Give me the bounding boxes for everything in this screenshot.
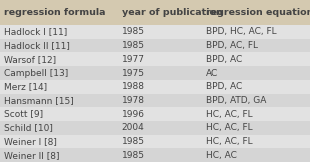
Text: HC, AC, FL: HC, AC, FL <box>206 110 252 119</box>
Bar <box>0 107 310 121</box>
Bar <box>0 121 310 135</box>
Text: Hadlock II [11]: Hadlock II [11] <box>4 41 70 50</box>
Text: BPD, ATD, GA: BPD, ATD, GA <box>206 96 266 105</box>
Text: Schild [10]: Schild [10] <box>4 123 53 132</box>
Text: regression equation: regression equation <box>206 8 310 17</box>
Text: HC, AC, FL: HC, AC, FL <box>206 137 252 146</box>
Text: BPD, AC: BPD, AC <box>206 55 242 64</box>
Text: 1975: 1975 <box>122 69 145 78</box>
Text: 1985: 1985 <box>122 137 145 146</box>
Bar <box>0 80 310 94</box>
Text: BPD, AC, FL: BPD, AC, FL <box>206 41 258 50</box>
Bar <box>0 52 310 66</box>
Text: 1978: 1978 <box>122 96 145 105</box>
Text: 1996: 1996 <box>122 110 145 119</box>
Text: 2004: 2004 <box>122 123 144 132</box>
Bar <box>0 148 310 162</box>
Text: BPD, HC, AC, FL: BPD, HC, AC, FL <box>206 27 276 36</box>
Bar <box>0 25 310 39</box>
Text: Weiner II [8]: Weiner II [8] <box>4 151 60 160</box>
Text: year of publication: year of publication <box>122 8 223 17</box>
Text: 1977: 1977 <box>122 55 145 64</box>
Text: Hadlock I [11]: Hadlock I [11] <box>4 27 67 36</box>
Text: BPD, AC: BPD, AC <box>206 82 242 91</box>
Text: 1985: 1985 <box>122 151 145 160</box>
Text: HC, AC: HC, AC <box>206 151 237 160</box>
Bar <box>0 39 310 52</box>
Text: Warsof [12]: Warsof [12] <box>4 55 56 64</box>
Text: HC, AC, FL: HC, AC, FL <box>206 123 252 132</box>
Text: Campbell [13]: Campbell [13] <box>4 69 68 78</box>
Text: regression formula: regression formula <box>4 8 105 17</box>
Text: AC: AC <box>206 69 218 78</box>
Text: Weiner I [8]: Weiner I [8] <box>4 137 57 146</box>
Bar <box>0 0 310 25</box>
Bar <box>0 66 310 80</box>
Text: 1985: 1985 <box>122 41 145 50</box>
Text: Merz [14]: Merz [14] <box>4 82 47 91</box>
Text: 1988: 1988 <box>122 82 145 91</box>
Text: Scott [9]: Scott [9] <box>4 110 43 119</box>
Bar <box>0 94 310 107</box>
Text: 1985: 1985 <box>122 27 145 36</box>
Text: Hansmann [15]: Hansmann [15] <box>4 96 74 105</box>
Bar <box>0 135 310 148</box>
